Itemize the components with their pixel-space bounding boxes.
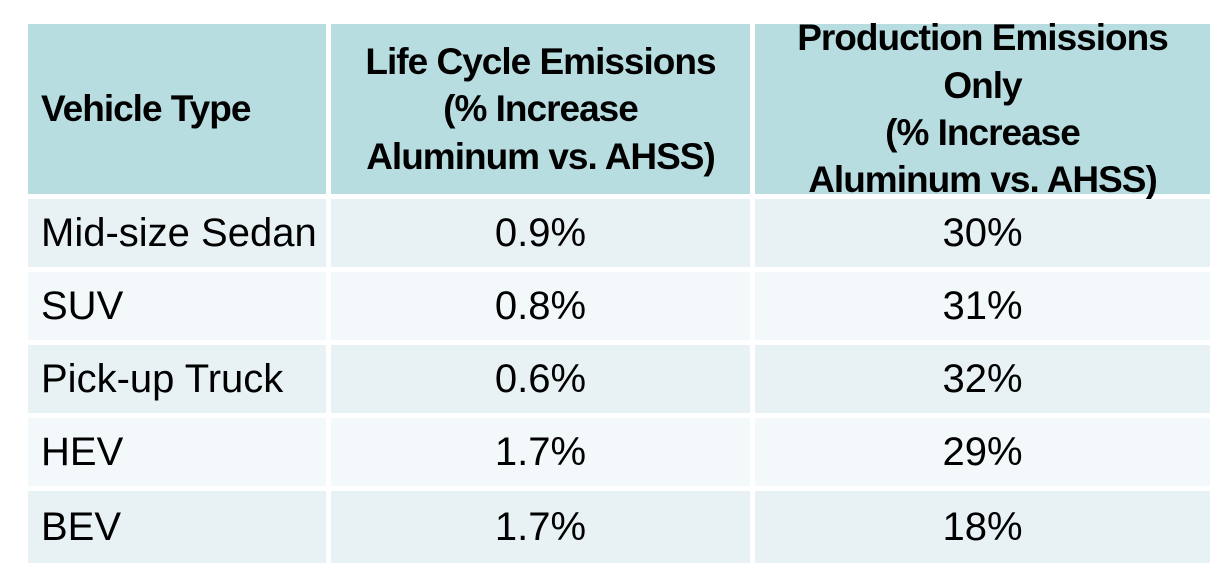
- production-value-cell: 31%: [755, 272, 1210, 340]
- life-cycle-value-cell: 0.8%: [331, 272, 750, 340]
- vehicle-type-cell: Pick-up Truck: [28, 345, 326, 413]
- production-value-cell: 30%: [755, 199, 1210, 267]
- life-cycle-value-cell: 1.7%: [331, 491, 750, 563]
- header-line: Vehicle Type: [41, 88, 251, 130]
- header-line: (% Increase: [443, 88, 639, 130]
- header-line: Aluminum vs. AHSS): [808, 159, 1158, 201]
- header-cell-production-emissions-only: Production Emissions Only (% Increase Al…: [755, 17, 1210, 200]
- header-line: Production Emissions Only: [797, 17, 1169, 106]
- life-cycle-value-cell: 0.9%: [331, 199, 750, 267]
- vehicle-type-cell: SUV: [28, 272, 326, 340]
- life-cycle-value-cell: 1.7%: [331, 418, 750, 486]
- vehicle-type-cell: HEV: [28, 418, 326, 486]
- header-line: Life Cycle Emissions: [365, 40, 716, 82]
- emissions-comparison-table: Vehicle Type Life Cycle Emissions (% Inc…: [28, 17, 1210, 563]
- vehicle-type-cell: Mid-size Sedan: [28, 199, 326, 267]
- header-cell-life-cycle-emissions: Life Cycle Emissions (% Increase Aluminu…: [331, 24, 750, 194]
- vehicle-type-cell: BEV: [28, 491, 326, 563]
- production-value-cell: 29%: [755, 418, 1210, 486]
- header-cell-vehicle-type: Vehicle Type: [28, 24, 326, 194]
- header-line: Aluminum vs. AHSS): [366, 135, 716, 177]
- header-line: (% Increase: [885, 112, 1081, 153]
- production-value-cell: 18%: [755, 491, 1210, 563]
- life-cycle-value-cell: 0.6%: [331, 345, 750, 413]
- production-value-cell: 32%: [755, 345, 1210, 413]
